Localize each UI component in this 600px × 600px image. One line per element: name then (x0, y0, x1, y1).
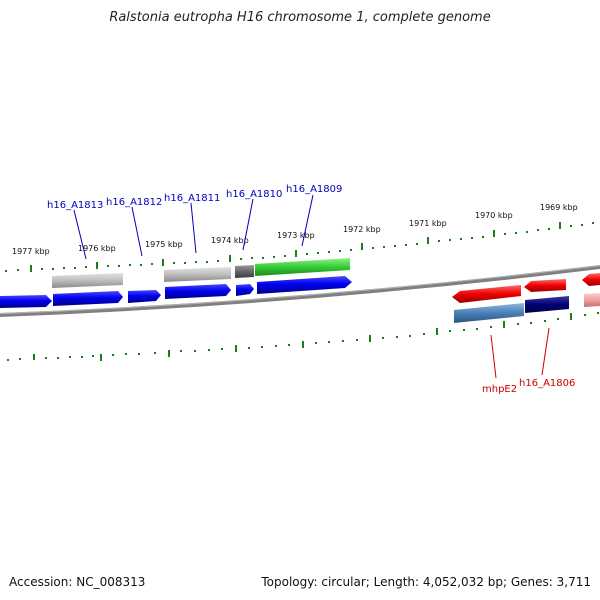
kbp-label: 1972 kbp (343, 225, 381, 234)
gene-arrow-reverse[interactable] (452, 285, 521, 303)
forward-cds-feature[interactable] (164, 267, 231, 282)
gene-arrow-reverse[interactable] (524, 279, 566, 292)
gene-arrow[interactable] (0, 295, 52, 308)
reverse-dark-feature[interactable] (525, 296, 569, 313)
chromosome-backbone-highlight (0, 265, 600, 315)
forward-cds-feature[interactable] (52, 273, 123, 288)
forward-gene-lane (0, 276, 352, 308)
gene-label[interactable]: h16_A1813 (47, 200, 103, 211)
chromosome-backbone (0, 265, 600, 317)
kbp-label: 1974 kbp (211, 236, 249, 245)
reverse-gene-lane (452, 273, 600, 303)
kbp-label: 1971 kbp (409, 219, 447, 228)
gene-arrow[interactable] (257, 276, 352, 294)
kbp-label: 1970 kbp (475, 211, 513, 220)
kbp-label: 1969 kbp (540, 203, 578, 212)
kbp-label: 1977 kbp (12, 247, 50, 256)
gene-label[interactable]: h16_A1806 (519, 378, 575, 389)
gene-label[interactable]: h16_A1810 (226, 189, 282, 200)
forward-label-leaders (73, 194, 314, 260)
gene-label[interactable]: mhpE2 (482, 384, 517, 395)
map-title: Ralstonia eutropha H16 chromosome 1, com… (109, 10, 491, 25)
reverse-label-leaders (490, 327, 550, 379)
gene-arrow[interactable] (53, 291, 123, 306)
accession-text: Accession: NC_008313 (9, 575, 146, 589)
gene-label[interactable]: h16_A1809 (286, 184, 342, 195)
genome-summary-text: Topology: circular; Length: 4,052,032 bp… (261, 575, 591, 589)
gene-arrow[interactable] (165, 284, 231, 299)
forward-outer-lane (52, 258, 350, 288)
reverse-inner-lane (454, 293, 600, 323)
kbp-label: 1975 kbp (145, 240, 183, 249)
outer-ticks (5, 222, 594, 272)
gene-arrow[interactable] (128, 290, 161, 303)
forward-dark-feature[interactable] (235, 265, 254, 278)
gene-arrow-reverse[interactable] (582, 273, 600, 286)
kbp-labels: 1977 kbp 1976 kbp 1975 kbp 1974 kbp 1973… (12, 203, 578, 256)
kbp-label: 1976 kbp (78, 244, 116, 253)
kbp-label: 1973 kbp (277, 231, 315, 240)
inner-ticks (7, 312, 599, 361)
reverse-cds-feature[interactable] (454, 303, 524, 323)
gene-arrow[interactable] (236, 284, 254, 296)
forward-gene-labels: h16_A1813 h16_A1812 h16_A1811 h16_A1810 … (47, 184, 342, 211)
gene-label[interactable]: h16_A1811 (164, 193, 220, 204)
reverse-gene-labels: mhpE2 h16_A1806 (482, 378, 575, 395)
forward-rna-feature[interactable] (255, 258, 350, 276)
reverse-faded-feature[interactable] (584, 293, 600, 307)
gene-label[interactable]: h16_A1812 (106, 197, 162, 208)
